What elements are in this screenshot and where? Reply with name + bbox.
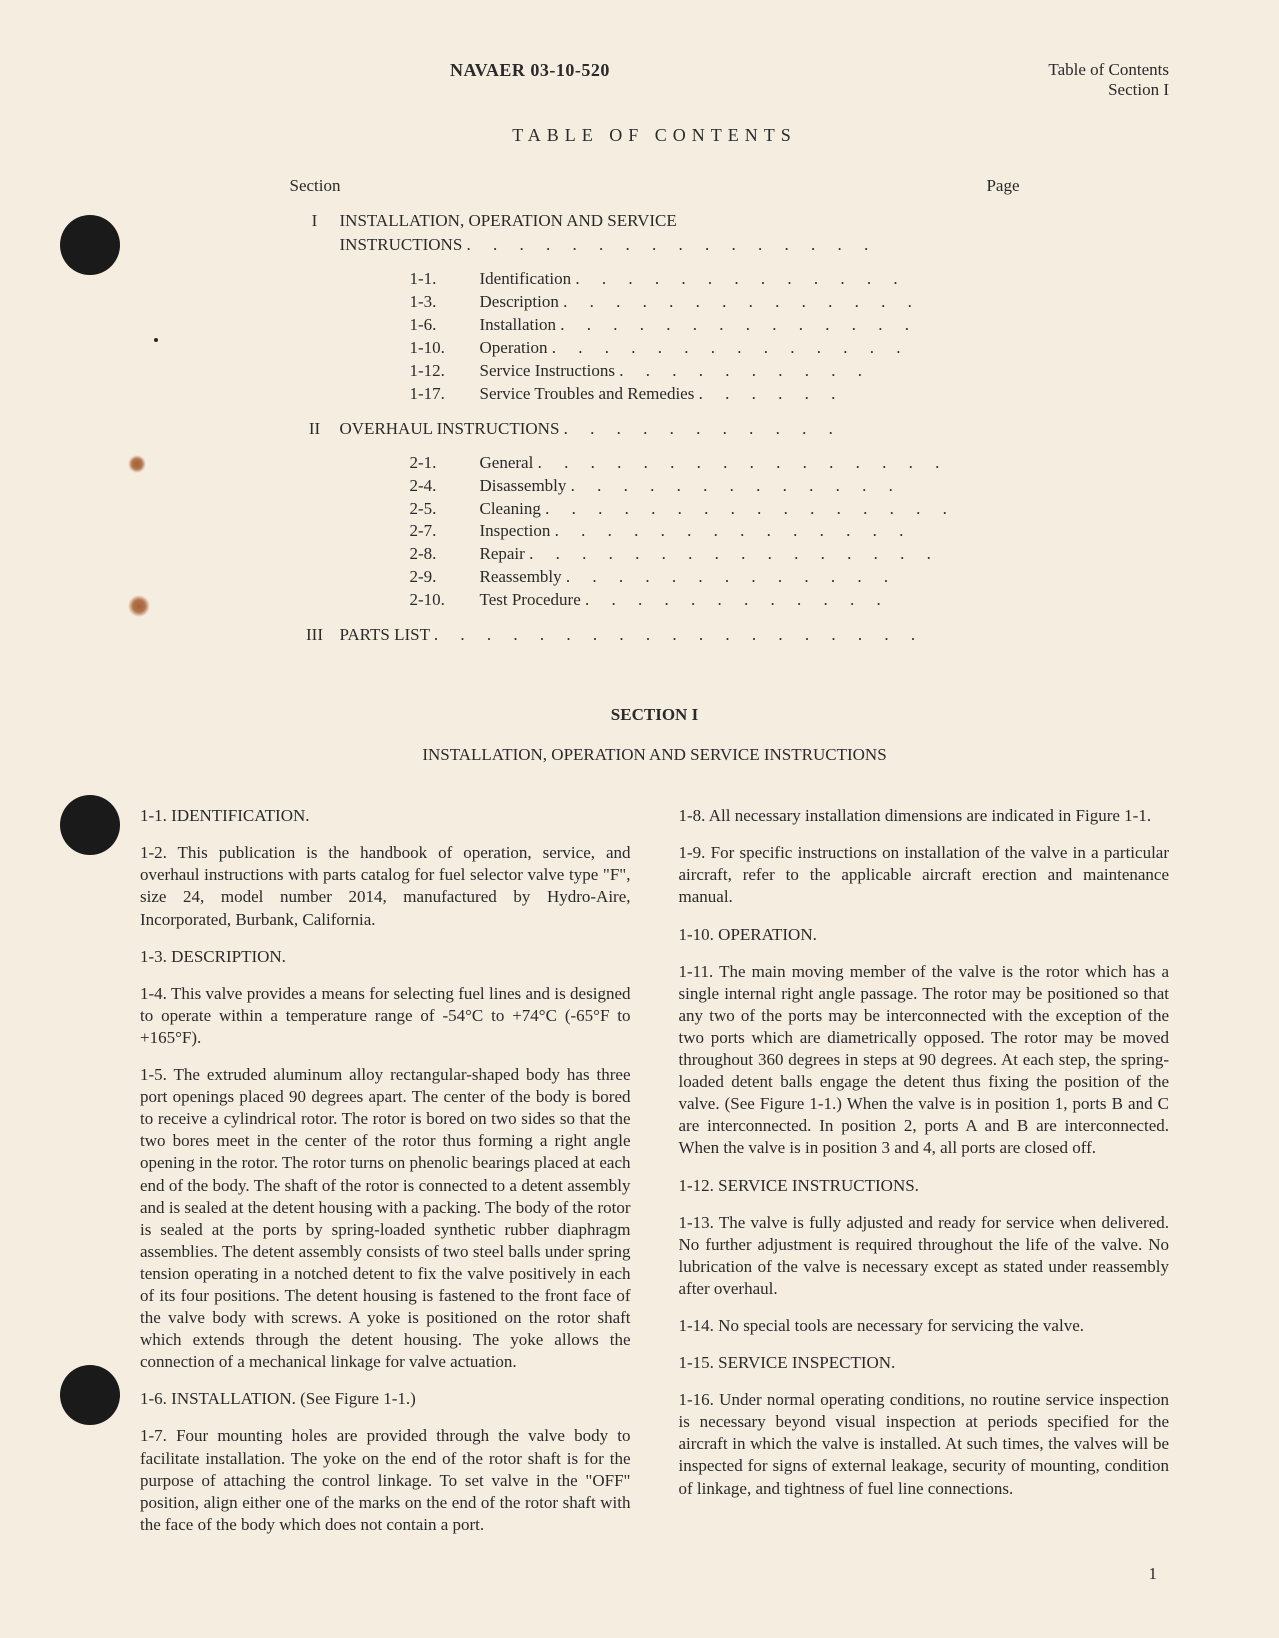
toc-header-section: Section — [290, 176, 341, 196]
punch-hole — [60, 795, 120, 855]
toc-sub-row: 1-3. Description . . . . . . . . . . . .… — [410, 291, 1020, 314]
paragraph: 1-11. The main moving member of the valv… — [679, 961, 1170, 1160]
paragraph: 1-14. No special tools are necessary for… — [679, 1315, 1170, 1337]
paragraph: 1-4. This valve provides a means for sel… — [140, 983, 631, 1049]
toc-sub-row: 2-9. Reassembly . . . . . . . . . . . . … — [410, 566, 1020, 589]
toc-sub-num: 2-5. — [410, 498, 480, 521]
toc-label: INSTALLATION, OPERATION AND SERVICE — [340, 211, 1020, 231]
toc-section-row: INSTRUCTIONS . . . . . . . . . . . . . .… — [290, 235, 1020, 255]
toc-sub-label: Service Troubles and Remedies . . . . . … — [480, 383, 1020, 406]
toc-sub-label: Disassembly . . . . . . . . . . . . . — [480, 475, 1020, 498]
toc-sub-row: 2-10. Test Procedure . . . . . . . . . .… — [410, 589, 1020, 612]
toc-sub-label: General . . . . . . . . . . . . . . . . — [480, 452, 1020, 475]
toc-sub-row: 1-1. Identification . . . . . . . . . . … — [410, 268, 1020, 291]
header-row: NAVAER 03-10-520 Table of Contents Secti… — [140, 60, 1169, 100]
toc-sub-label: Identification . . . . . . . . . . . . . — [480, 268, 1020, 291]
toc-sub-label: Reassembly . . . . . . . . . . . . . — [480, 566, 1020, 589]
header-section-label: Section I — [1048, 80, 1169, 100]
toc-spacer — [290, 235, 340, 255]
toc-section-row: I INSTALLATION, OPERATION AND SERVICE — [290, 211, 1020, 231]
toc-sub-num: 2-7. — [410, 520, 480, 543]
toc-sub-num: 2-4. — [410, 475, 480, 498]
paragraph: 1-16. Under normal operating conditions,… — [679, 1389, 1170, 1499]
para-heading: 1-3. DESCRIPTION. — [140, 946, 631, 968]
toc-sub-num: 1-10. — [410, 337, 480, 360]
toc-label-text: INSTRUCTIONS — [340, 235, 463, 254]
toc-roman: II — [290, 419, 340, 439]
toc-sub-label: Repair . . . . . . . . . . . . . . . . — [480, 543, 1020, 566]
para-heading: 1-10. OPERATION. — [679, 924, 1170, 946]
toc-label: PARTS LIST . . . . . . . . . . . . . . .… — [340, 625, 1020, 645]
toc-sub-num: 2-9. — [410, 566, 480, 589]
toc-sub-num: 1-17. — [410, 383, 480, 406]
toc-sub-row: 2-8. Repair . . . . . . . . . . . . . . … — [410, 543, 1020, 566]
toc-header-page: Page — [986, 176, 1019, 196]
toc-container: Section Page I INSTALLATION, OPERATION A… — [290, 176, 1020, 645]
paragraph: 1-7. Four mounting holes are provided th… — [140, 1425, 631, 1535]
toc-sub-num: 2-10. — [410, 589, 480, 612]
toc-label: INSTRUCTIONS . . . . . . . . . . . . . .… — [340, 235, 1020, 255]
toc-sub-row: 1-6. Installation . . . . . . . . . . . … — [410, 314, 1020, 337]
toc-sub-label: Cleaning . . . . . . . . . . . . . . . . — [480, 498, 1020, 521]
toc-sub-row: 1-10. Operation . . . . . . . . . . . . … — [410, 337, 1020, 360]
toc-label: OVERHAUL INSTRUCTIONS . . . . . . . . . … — [340, 419, 1020, 439]
toc-sub-row: 1-17. Service Troubles and Remedies . . … — [410, 383, 1020, 406]
toc-sub-label: Description . . . . . . . . . . . . . . — [480, 291, 1020, 314]
document-id: NAVAER 03-10-520 — [450, 60, 610, 100]
toc-sub-group: 1-1. Identification . . . . . . . . . . … — [410, 268, 1020, 406]
toc-sub-label: Service Instructions . . . . . . . . . . — [480, 360, 1020, 383]
page-number: 1 — [1149, 1564, 1158, 1584]
toc-section-row: II OVERHAUL INSTRUCTIONS . . . . . . . .… — [290, 419, 1020, 439]
punch-hole — [60, 1365, 120, 1425]
toc-sub-row: 2-7. Inspection . . . . . . . . . . . . … — [410, 520, 1020, 543]
columns: 1-1. IDENTIFICATION. 1-2. This publicati… — [140, 805, 1169, 1551]
toc-sub-row: 2-4. Disassembly . . . . . . . . . . . .… — [410, 475, 1020, 498]
toc-sub-row: 2-1. General . . . . . . . . . . . . . .… — [410, 452, 1020, 475]
para-heading: 1-1. IDENTIFICATION. — [140, 805, 631, 827]
toc-roman: I — [290, 211, 340, 231]
toc-title: TABLE OF CONTENTS — [140, 125, 1169, 146]
para-heading: 1-12. SERVICE INSTRUCTIONS. — [679, 1175, 1170, 1197]
right-column: 1-8. All necessary installation dimensio… — [679, 805, 1170, 1551]
toc-roman: III — [290, 625, 340, 645]
punch-hole — [60, 215, 120, 275]
toc-section-row: III PARTS LIST . . . . . . . . . . . . .… — [290, 625, 1020, 645]
section-heading: SECTION I — [140, 705, 1169, 725]
header-right: Table of Contents Section I — [1048, 60, 1169, 100]
toc-sub-row: 2-5. Cleaning . . . . . . . . . . . . . … — [410, 498, 1020, 521]
toc-sub-group: 2-1. General . . . . . . . . . . . . . .… — [410, 452, 1020, 613]
paragraph: 1-8. All necessary installation dimensio… — [679, 805, 1170, 827]
toc-sub-label: Inspection . . . . . . . . . . . . . . — [480, 520, 1020, 543]
para-heading: 1-6. INSTALLATION. (See Figure 1-1.) — [140, 1388, 631, 1410]
left-column: 1-1. IDENTIFICATION. 1-2. This publicati… — [140, 805, 631, 1551]
header-toc-label: Table of Contents — [1048, 60, 1169, 80]
toc-sub-label: Test Procedure . . . . . . . . . . . . — [480, 589, 1020, 612]
para-heading: 1-15. SERVICE INSPECTION. — [679, 1352, 1170, 1374]
rust-stain — [128, 455, 146, 473]
toc-header-row: Section Page — [290, 176, 1020, 196]
paragraph: 1-13. The valve is fully adjusted and re… — [679, 1212, 1170, 1300]
toc-sub-row: 1-12. Service Instructions . . . . . . .… — [410, 360, 1020, 383]
toc-sub-num: 1-6. — [410, 314, 480, 337]
toc-sub-num: 1-12. — [410, 360, 480, 383]
toc-sub-label: Operation . . . . . . . . . . . . . . — [480, 337, 1020, 360]
paragraph: 1-5. The extruded aluminum alloy rectang… — [140, 1064, 631, 1373]
speck — [154, 338, 158, 342]
toc-dots: . . . . . . . . . . . . . . . . — [467, 235, 878, 254]
toc-sub-num: 1-3. — [410, 291, 480, 314]
section-subheading: INSTALLATION, OPERATION AND SERVICE INST… — [140, 745, 1169, 765]
rust-stain — [128, 595, 150, 617]
toc-sub-num: 1-1. — [410, 268, 480, 291]
toc-sub-num: 2-1. — [410, 452, 480, 475]
toc-sub-label: Installation . . . . . . . . . . . . . . — [480, 314, 1020, 337]
toc-sub-num: 2-8. — [410, 543, 480, 566]
paragraph: 1-9. For specific instructions on instal… — [679, 842, 1170, 908]
paragraph: 1-2. This publication is the handbook of… — [140, 842, 631, 930]
